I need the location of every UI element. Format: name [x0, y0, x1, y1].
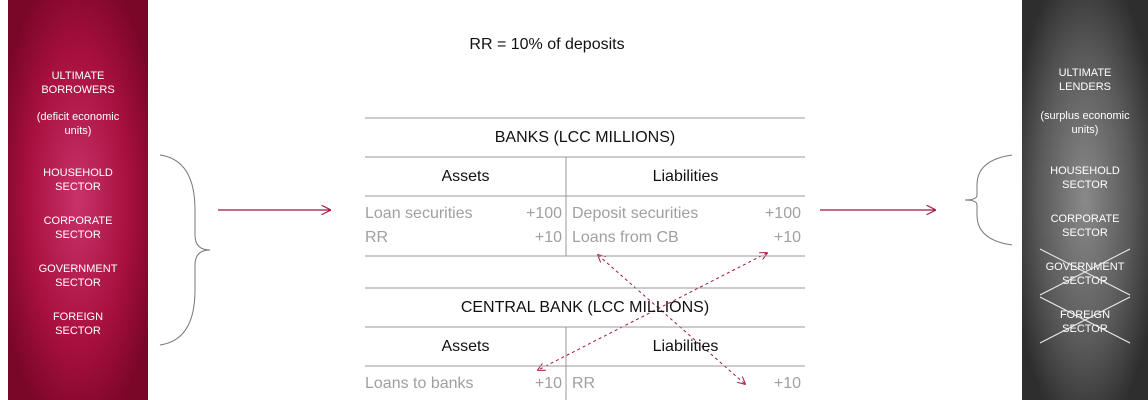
table-title: CENTRAL BANK (LCC MILLIONS) — [461, 299, 709, 316]
entry-label: Loans to banks — [365, 375, 474, 392]
entry-amount: +100 — [526, 205, 562, 222]
cross-out — [1039, 296, 1131, 344]
sector-label: CORPORATE — [1051, 213, 1120, 225]
sector-label: SECTOR — [55, 229, 101, 241]
sector-label: SECTOR — [55, 181, 101, 193]
sector-label: SECTOR — [55, 277, 101, 289]
entry-label: Loans from CB — [572, 229, 679, 246]
cross-out — [1039, 248, 1131, 296]
entry-label: Loan securities — [365, 205, 473, 222]
sector-label: GOVERNMENT — [39, 263, 118, 275]
panel-heading: ULTIMATE — [52, 70, 105, 82]
table-title: BANKS (LCC MILLIONS) — [495, 129, 675, 146]
sector-label: GOVERNMENT — [1046, 261, 1125, 273]
loan-link-arrow — [538, 253, 767, 370]
panel-note: units) — [65, 125, 92, 137]
column-header: Liabilities — [653, 338, 719, 355]
sector-label: SECTOR — [1062, 323, 1108, 335]
entry-label: Deposit securities — [572, 205, 698, 222]
rr-link-arrow — [598, 255, 745, 384]
reserve-ratio-title: RR = 10% of deposits — [469, 36, 624, 53]
right-brace — [964, 154, 1013, 246]
sector-label: SECTOR — [1062, 275, 1108, 287]
entry-amount: +10 — [774, 375, 801, 392]
borrowers-panel — [8, 0, 148, 400]
panel-heading: ULTIMATE — [1059, 67, 1112, 79]
left-brace — [159, 154, 211, 346]
sector-label: SECTOR — [1062, 227, 1108, 239]
sector-label: CORPORATE — [44, 215, 113, 227]
entry-label: RR — [572, 375, 595, 392]
panel-heading: LENDERS — [1059, 81, 1111, 93]
panel-heading: BORROWERS — [41, 84, 114, 96]
entry-amount: +10 — [535, 375, 562, 392]
column-header: Assets — [441, 168, 489, 185]
panel-note: (surplus economic — [1040, 110, 1130, 122]
column-header: Liabilities — [653, 168, 719, 185]
sector-label: FOREIGN — [53, 311, 103, 323]
sector-label: HOUSEHOLD — [1050, 165, 1120, 177]
panel-note: units) — [1072, 124, 1099, 136]
column-header: Assets — [441, 338, 489, 355]
sector-label: SECTOR — [1062, 179, 1108, 191]
panel-note: (deficit economic — [37, 111, 120, 123]
sector-label: FOREIGN — [1060, 309, 1110, 321]
entry-label: RR — [365, 229, 388, 246]
sector-label: HOUSEHOLD — [43, 167, 113, 179]
lenders-panel — [1022, 0, 1148, 400]
sector-label: SECTOR — [55, 325, 101, 337]
entry-amount: +10 — [535, 229, 562, 246]
entry-amount: +10 — [774, 229, 801, 246]
entry-amount: +100 — [765, 205, 801, 222]
